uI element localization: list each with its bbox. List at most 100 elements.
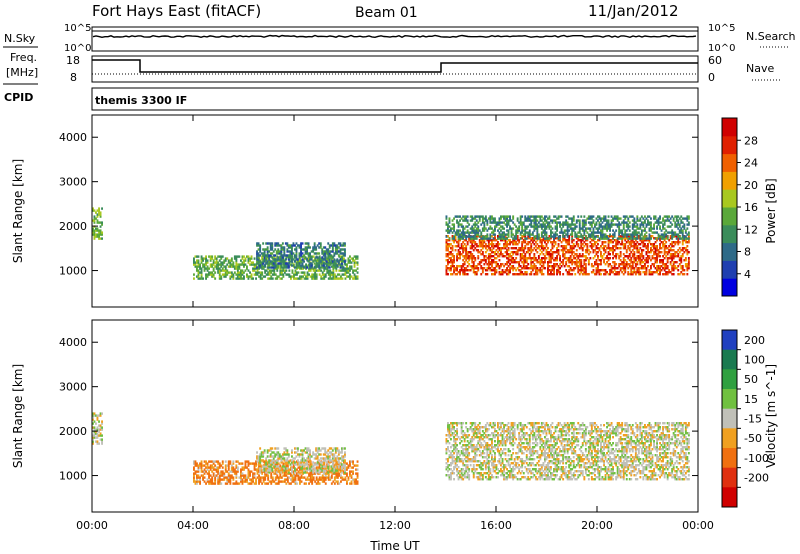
power-cell <box>515 241 518 244</box>
power-cell <box>504 255 507 258</box>
velocity-cell <box>268 480 271 483</box>
power-cell <box>273 271 276 274</box>
power-cell <box>262 266 265 269</box>
power-cell <box>240 273 242 276</box>
power-cell <box>647 221 649 224</box>
velocity-cell <box>315 466 318 469</box>
power-cell <box>99 225 102 228</box>
power-cell <box>356 277 359 280</box>
velocity-cell <box>277 455 280 458</box>
power-cell <box>519 215 522 218</box>
power-cell <box>299 277 301 280</box>
power-cell <box>331 260 334 263</box>
power-cell <box>566 257 569 260</box>
power-cell <box>299 259 301 262</box>
velocity-cell <box>299 468 301 471</box>
power-cell <box>666 231 669 234</box>
power-cell <box>581 219 584 222</box>
power-cell <box>536 223 539 226</box>
power-cell <box>622 223 625 226</box>
power-cell <box>604 241 607 244</box>
power-cell <box>671 265 674 268</box>
power-cell <box>572 255 575 258</box>
power-cell <box>313 266 316 269</box>
power-cell <box>93 221 96 224</box>
power-cell <box>299 275 301 278</box>
power-cell <box>530 267 533 270</box>
power-cell <box>329 273 332 276</box>
power-cell <box>98 221 100 224</box>
power-cell <box>590 223 593 226</box>
power-cell <box>283 271 286 274</box>
power-cell <box>562 235 565 238</box>
velocity-cell <box>196 462 198 465</box>
power-cell <box>528 229 531 232</box>
power-cell <box>583 219 586 222</box>
power-cell <box>624 245 627 248</box>
velocity-cell <box>356 474 359 477</box>
power-cell <box>674 233 677 236</box>
velocity-cell <box>196 476 198 479</box>
power-cell <box>346 265 348 268</box>
power-cell <box>229 263 232 266</box>
power-cell <box>504 215 507 218</box>
power-cell <box>559 235 561 238</box>
power-cell <box>663 245 666 248</box>
power-cell <box>447 243 449 246</box>
power-cell <box>287 246 290 249</box>
power-cell <box>287 250 290 253</box>
power-cell <box>507 269 510 272</box>
power-cell <box>200 269 203 272</box>
power-cell <box>554 265 557 268</box>
power-cell <box>259 264 262 267</box>
power-cell <box>545 219 548 222</box>
power-cell <box>200 277 203 280</box>
power-cell <box>686 217 689 220</box>
velocity-cell <box>335 480 338 483</box>
power-cell <box>609 235 611 238</box>
power-cell <box>672 261 675 264</box>
power-cell <box>317 269 320 272</box>
power-cell <box>647 223 649 226</box>
power-cell <box>686 253 689 256</box>
power-cell <box>500 229 502 232</box>
power-cell <box>450 247 452 250</box>
power-cell <box>622 221 625 224</box>
power-cell <box>656 271 658 274</box>
power-cell <box>249 271 251 274</box>
power-cell <box>307 246 310 249</box>
velocity-cell <box>268 459 271 462</box>
power-cell <box>484 237 487 240</box>
power-cell <box>659 247 661 250</box>
velocity-cell <box>271 459 274 462</box>
velocity-cell <box>240 468 242 471</box>
power-cell <box>533 273 536 276</box>
power-cell <box>487 265 490 268</box>
power-cell <box>256 266 258 269</box>
power-cell <box>280 266 283 269</box>
power-cell <box>581 237 584 240</box>
power-cell <box>583 267 586 270</box>
power-cell <box>284 258 287 261</box>
power-cell <box>618 237 621 240</box>
cpid-text: themis 3300 IF <box>95 94 187 107</box>
power-cell <box>448 229 451 232</box>
velocity-cell <box>260 459 263 462</box>
velocity-cell <box>300 474 303 477</box>
power-cell <box>681 267 684 270</box>
power-cell <box>595 261 598 264</box>
power-cell <box>269 260 272 263</box>
power-cell <box>636 261 639 264</box>
power-cell <box>528 273 531 276</box>
power-cell <box>474 237 477 240</box>
power-cell <box>453 271 455 274</box>
power-cell <box>307 264 310 267</box>
power-cell <box>457 245 460 248</box>
power-cell <box>457 225 460 228</box>
power-cell <box>531 225 534 228</box>
power-cell <box>536 251 539 254</box>
power-cell <box>466 231 469 234</box>
power-cell <box>539 269 542 272</box>
power-cell <box>615 247 618 250</box>
power-cell <box>501 271 504 274</box>
